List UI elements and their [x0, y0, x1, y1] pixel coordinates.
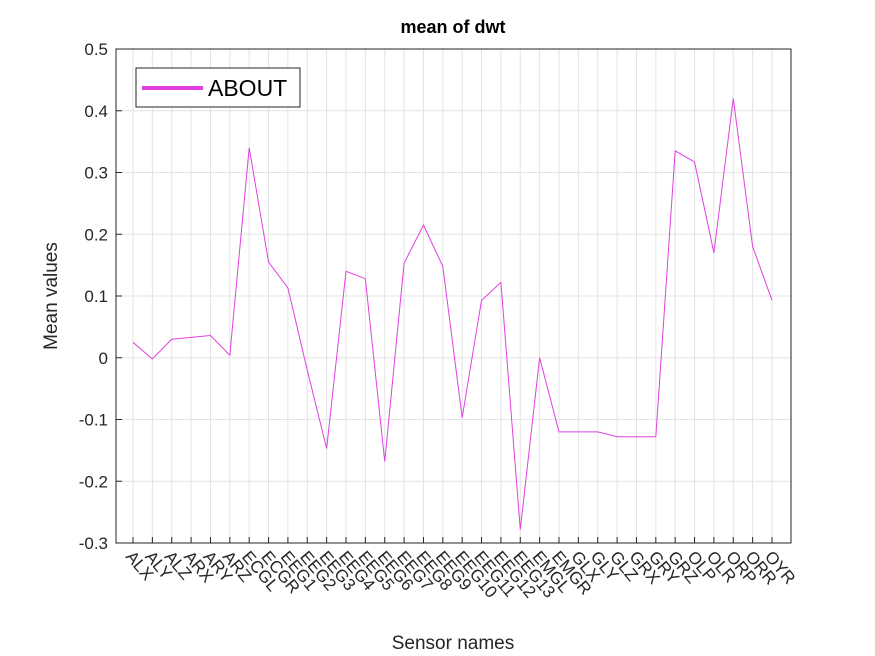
y-tick-label: 0.3 [84, 164, 108, 183]
y-tick-label: -0.2 [79, 472, 108, 491]
legend-label: ABOUT [208, 75, 287, 101]
y-tick-label: 0.2 [84, 225, 108, 244]
y-tick-label: -0.1 [79, 411, 108, 430]
y-axis-label: Mean values [41, 242, 62, 350]
chart-title: mean of dwt [400, 17, 505, 37]
y-tick-label: -0.3 [79, 534, 108, 553]
x-axis-label: Sensor names [392, 633, 515, 654]
y-tick-label: 0.1 [84, 287, 108, 306]
y-tick-label: 0.5 [84, 40, 108, 59]
y-tick-label: 0 [99, 349, 108, 368]
y-tick-label: 0.4 [84, 102, 108, 121]
data-line [132, 98, 773, 530]
